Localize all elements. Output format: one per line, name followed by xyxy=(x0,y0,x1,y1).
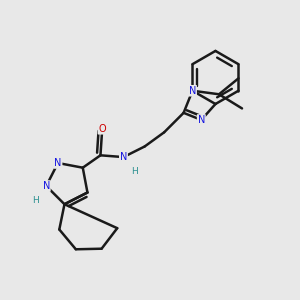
Text: N: N xyxy=(54,158,61,168)
Text: N: N xyxy=(43,181,50,191)
Text: H: H xyxy=(131,167,137,176)
Text: N: N xyxy=(189,86,196,96)
Text: H: H xyxy=(32,196,39,205)
Text: N: N xyxy=(120,152,127,162)
Text: O: O xyxy=(98,124,106,134)
Text: N: N xyxy=(198,115,205,125)
